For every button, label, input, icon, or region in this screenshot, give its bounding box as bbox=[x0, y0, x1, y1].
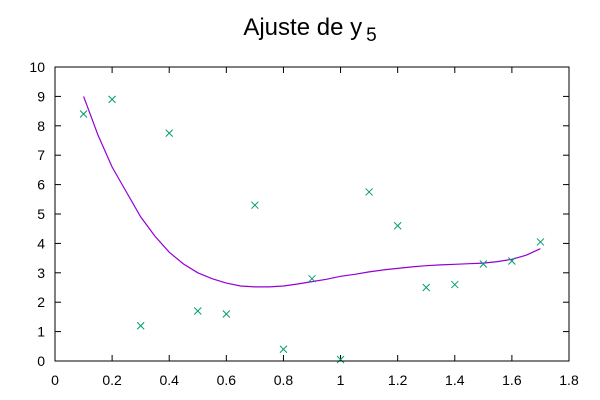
data-point-11 bbox=[393, 221, 402, 230]
y-tick-label-10: 10 bbox=[29, 59, 45, 75]
x-tick-label-6: 1.2 bbox=[388, 372, 408, 388]
data-point-9 bbox=[336, 355, 345, 364]
data-point-8 bbox=[308, 274, 316, 283]
data-point-6 bbox=[251, 201, 259, 210]
x-tick-label-0: 0 bbox=[51, 372, 59, 388]
data-points bbox=[79, 95, 545, 364]
data-point-1 bbox=[108, 95, 116, 104]
x-tick-label-4: 0.8 bbox=[274, 372, 294, 388]
chart-title-main: Ajuste de y bbox=[243, 14, 362, 41]
axis-tick-labels: 0 0.2 0.4 0.6 0.8 1 1.2 1.4 1.6 1.8 0 1 2 3 4 5 6 7 8 9 10 bbox=[29, 59, 579, 388]
y-tick-label-8: 8 bbox=[37, 118, 45, 134]
data-point-0 bbox=[79, 110, 88, 118]
x-tick-label-8: 1.6 bbox=[502, 372, 522, 388]
data-point-13 bbox=[450, 280, 459, 289]
data-point-15 bbox=[508, 257, 516, 265]
x-tick-label-5: 1 bbox=[337, 372, 345, 388]
y-tick-label-4: 4 bbox=[37, 235, 45, 251]
x-tick-label-3: 0.6 bbox=[217, 372, 237, 388]
y-tick-label-2: 2 bbox=[37, 294, 45, 310]
axis-ticks bbox=[54, 66, 570, 362]
y-tick-label-1: 1 bbox=[37, 324, 45, 340]
data-point-12 bbox=[422, 283, 431, 292]
chart-title-subscript: 5 bbox=[366, 25, 377, 46]
data-point-7 bbox=[279, 345, 288, 354]
x-tick-label-2: 0.4 bbox=[159, 372, 179, 388]
y-tick-label-0: 0 bbox=[37, 353, 45, 369]
x-tick-label-1: 0.2 bbox=[102, 372, 122, 388]
data-point-5 bbox=[222, 310, 231, 318]
data-point-14 bbox=[479, 260, 488, 268]
plot-frame bbox=[54, 66, 570, 362]
x-tick-label-9: 1.8 bbox=[559, 372, 579, 388]
data-point-16 bbox=[536, 238, 545, 246]
y-tick-label-3: 3 bbox=[37, 265, 45, 281]
y-tick-label-9: 9 bbox=[37, 88, 45, 104]
fit-curve bbox=[83, 96, 541, 288]
y-tick-label-5: 5 bbox=[37, 206, 45, 222]
y-tick-label-6: 6 bbox=[37, 177, 45, 193]
y-tick-label-7: 7 bbox=[37, 147, 45, 163]
data-point-2 bbox=[136, 321, 145, 330]
data-point-10 bbox=[365, 188, 373, 196]
data-point-4 bbox=[193, 307, 202, 315]
data-point-3 bbox=[165, 129, 174, 138]
x-tick-label-7: 1.4 bbox=[445, 372, 465, 388]
